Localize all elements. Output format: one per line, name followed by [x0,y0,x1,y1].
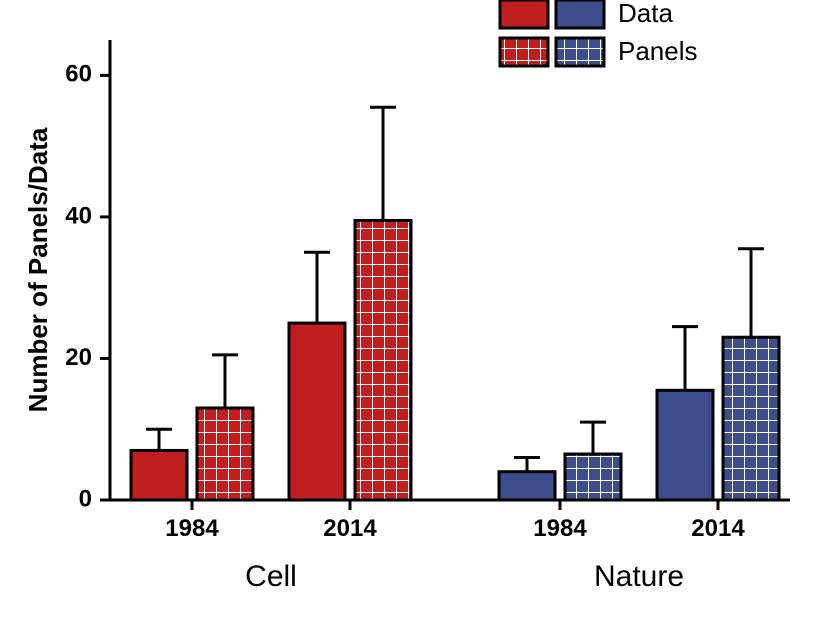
x-sub-label: 1984 [165,515,219,542]
y-tick-label: 40 [65,202,92,229]
legend-swatch-nature-solid [556,0,604,28]
y-tick-label: 20 [65,344,92,371]
x-sub-label: 2014 [323,515,377,542]
bar-nature-2014-panels [723,337,779,500]
x-group-label: Nature [594,560,684,593]
y-tick-label: 60 [65,61,92,88]
bar-nature-1984-panels [565,454,621,500]
bar-chart: 0 20 40 60 Number of Panels/Data 1984 2014 1984… [0,0,819,634]
x-sub-label: 2014 [691,515,745,542]
legend-label: Panels [618,36,698,66]
x-group-label: Cell [245,560,297,593]
legend-swatch-nature-hatched [556,38,604,66]
x-sub-label: 1984 [533,515,587,542]
chart-svg: 0 20 40 60 Number of Panels/Data 1984 2014 1984… [0,0,819,634]
bar-cell-1984-panels [197,408,253,500]
bar-cell-2014-panels [355,220,411,500]
bar-cell-1984-data [131,450,187,500]
legend-swatch-cell-hatched [500,38,548,66]
legend-label: Data [618,0,673,28]
bar-nature-2014-data [657,390,713,500]
y-axis-label: Number of Panels/Data [23,127,53,412]
y-tick-label: 0 [79,485,92,512]
bar-nature-1984-data [499,472,555,500]
legend-swatch-cell-solid [500,0,548,28]
bar-cell-2014-data [289,323,345,500]
